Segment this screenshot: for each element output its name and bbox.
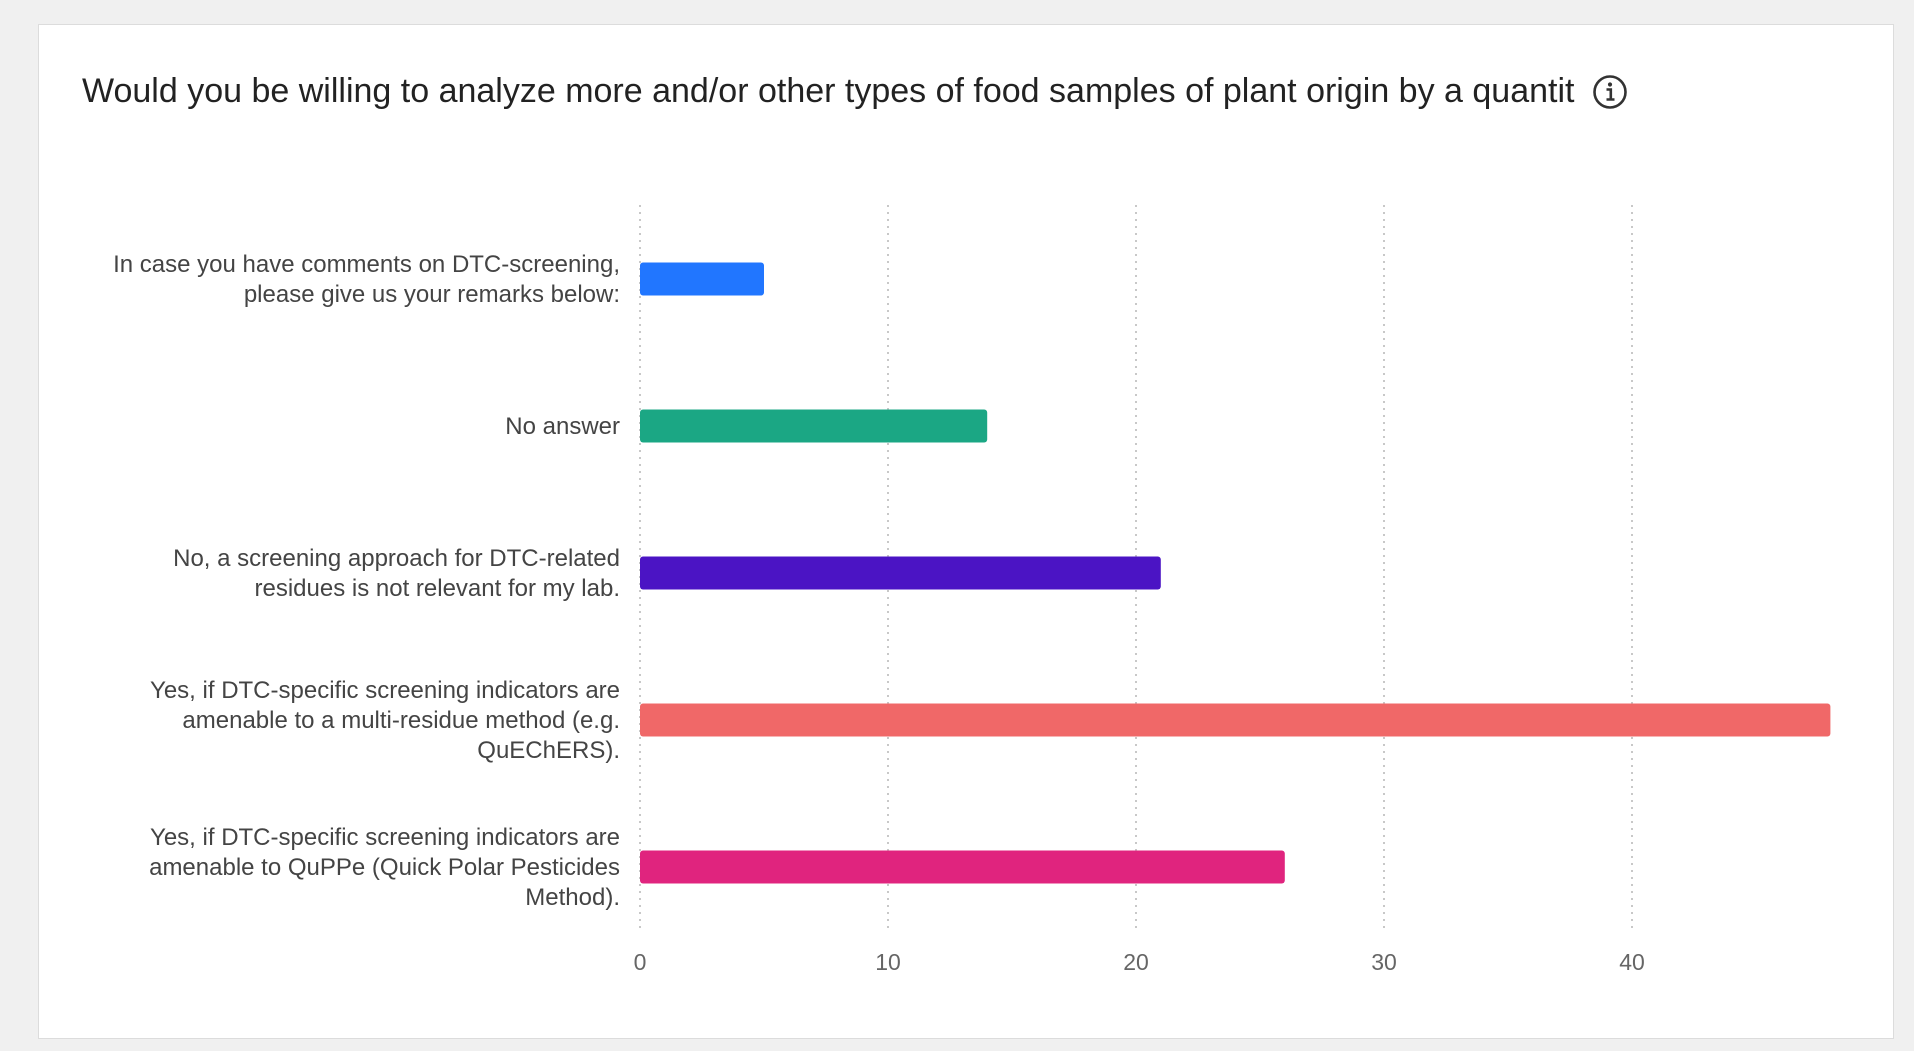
category-label: Yes, if DTC-specific screening indicator… <box>150 677 620 704</box>
bar[interactable] <box>640 556 1161 590</box>
category-label: No answer <box>505 413 620 440</box>
category-label: please give us your remarks below: <box>244 281 620 308</box>
x-tick-label: 30 <box>1371 949 1397 975</box>
category-label: Method). <box>525 884 620 911</box>
title-row: Would you be willing to analyze more and… <box>82 72 1628 111</box>
bar[interactable] <box>640 262 764 296</box>
category-label: residues is not relevant for my lab. <box>255 575 621 602</box>
chart-title: Would you be willing to analyze more and… <box>82 72 1575 110</box>
category-label: In case you have comments on DTC-screeni… <box>113 251 620 278</box>
x-tick-label: 10 <box>875 949 901 975</box>
category-label: QuEChERS). <box>477 737 620 764</box>
category-label: amenable to a multi-residue method (e.g. <box>182 707 620 734</box>
info-icon[interactable] <box>1592 74 1628 110</box>
bar[interactable] <box>640 850 1285 884</box>
x-tick-label: 20 <box>1123 949 1149 975</box>
bar[interactable] <box>640 703 1831 737</box>
category-label: amenable to QuPPe (Quick Polar Pesticide… <box>149 854 620 881</box>
x-tick-label: 40 <box>1619 949 1645 975</box>
x-tick-label: 0 <box>634 949 647 975</box>
category-label: Yes, if DTC-specific screening indicator… <box>150 824 620 851</box>
bar[interactable] <box>640 409 988 443</box>
category-label: No, a screening approach for DTC-related <box>173 545 620 572</box>
